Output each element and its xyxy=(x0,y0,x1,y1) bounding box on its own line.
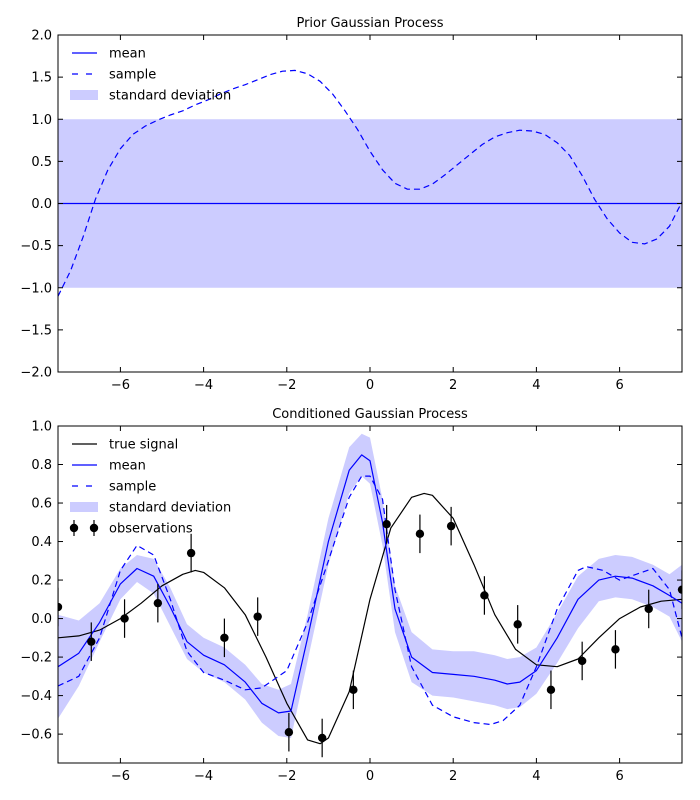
sample-line xyxy=(58,475,682,726)
y-tick-label: −0.5 xyxy=(20,239,52,254)
x-tick-label: −6 xyxy=(111,378,130,393)
y-tick-label: −2.0 xyxy=(20,366,52,381)
observation-point xyxy=(546,685,556,695)
conditioned-gp-panel: Conditioned Gaussian Process −6 −4 −2 0 2 4 6 −… xyxy=(20,407,683,784)
x-tick-label: 0 xyxy=(366,378,374,393)
observation-point xyxy=(153,598,163,608)
x-tick-label: −2 xyxy=(277,378,296,393)
legend-label: observations xyxy=(109,522,193,537)
legend-label: mean xyxy=(109,459,146,474)
x-tick-label: 2 xyxy=(449,769,457,784)
y-tick-label: 1.0 xyxy=(31,420,52,435)
observation-point xyxy=(284,727,294,737)
observation-point xyxy=(220,633,229,643)
x-tick-label: −4 xyxy=(194,769,213,784)
observation-point xyxy=(87,637,96,646)
y-tick-label: 0.5 xyxy=(31,155,52,170)
observation-point xyxy=(446,521,456,531)
y-tick-label: 0.8 xyxy=(31,458,52,473)
y-tick-label: 0.0 xyxy=(31,612,52,627)
legend-label: true signal xyxy=(109,438,178,453)
prior-gp-title: Prior Gaussian Process xyxy=(296,16,443,31)
observation-point xyxy=(480,591,489,600)
legend: true signal mean sample standard deviation o… xyxy=(69,438,231,537)
x-tick-label: 0 xyxy=(366,769,374,784)
y-tick-label: −1.5 xyxy=(20,323,52,338)
x-tick-label: 2 xyxy=(449,378,457,393)
observation-point xyxy=(58,602,63,612)
legend-label: mean xyxy=(109,47,146,62)
mean-line xyxy=(58,454,682,714)
legend-label: sample xyxy=(109,68,156,83)
legend-swatch-band xyxy=(70,90,98,100)
standard-deviation-band xyxy=(58,433,682,738)
observation-point xyxy=(349,685,358,695)
x-tick-label: −4 xyxy=(194,378,213,393)
legend-swatch-point xyxy=(89,523,99,533)
prior-gp-panel: Prior Gaussian Process −6 −4 −2 0 2 4 6 −2.0 −1.… xyxy=(20,16,683,393)
observation-point xyxy=(577,656,587,666)
y-tick-label: 0.2 xyxy=(31,574,52,589)
true-signal-line xyxy=(58,492,682,745)
y-tick-label: −0.2 xyxy=(20,651,52,666)
observation-point xyxy=(677,585,682,594)
observation-point xyxy=(382,520,391,529)
y-tick-label: −0.6 xyxy=(20,728,52,743)
observation-point xyxy=(415,529,425,539)
legend-label: sample xyxy=(109,480,156,495)
observation-point xyxy=(611,645,620,654)
observation-point xyxy=(513,620,522,629)
observation-point xyxy=(253,612,262,621)
observation-point xyxy=(186,548,196,558)
y-tick-label: −1.0 xyxy=(20,281,52,296)
y-tick-label: 2.0 xyxy=(31,29,52,44)
sample-line xyxy=(58,69,682,297)
x-tick-label: 6 xyxy=(615,769,623,784)
x-tick-label: −6 xyxy=(111,769,130,784)
legend-label: standard deviation xyxy=(109,89,231,104)
legend: mean sample standard deviation xyxy=(70,47,231,104)
y-tick-label: 0.0 xyxy=(31,197,52,212)
x-tick-label: 4 xyxy=(532,769,540,784)
legend-swatch-point xyxy=(69,523,79,533)
x-tick-label: 4 xyxy=(532,378,540,393)
observation-point xyxy=(120,614,129,623)
plot-area xyxy=(58,69,682,297)
y-tick-label: 1.5 xyxy=(31,71,52,86)
legend-label: standard deviation xyxy=(109,501,231,516)
conditioned-gp-title: Conditioned Gaussian Process xyxy=(272,407,468,422)
observation-point xyxy=(317,733,327,743)
y-tick-label: −0.4 xyxy=(20,689,52,704)
x-tick-label: −2 xyxy=(277,769,296,784)
legend-swatch-band xyxy=(70,502,98,512)
y-tick-label: 1.0 xyxy=(31,113,52,128)
observation-point xyxy=(644,604,653,614)
y-tick-label: 0.4 xyxy=(31,535,52,550)
plot-area xyxy=(58,433,682,758)
y-tick-label: 0.6 xyxy=(31,497,52,512)
x-tick-label: 6 xyxy=(615,378,623,393)
